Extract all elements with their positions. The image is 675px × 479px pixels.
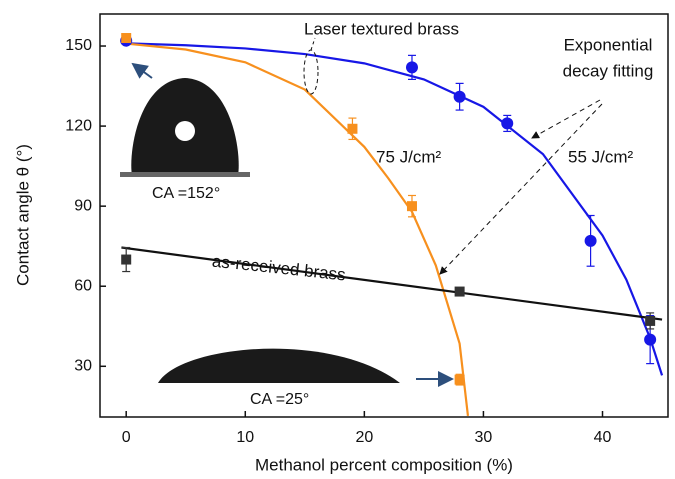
series-label: 75 J/cm² — [376, 147, 442, 166]
x-tick-label: 0 — [122, 429, 131, 446]
point — [501, 117, 514, 130]
y-tick-label: 120 — [65, 117, 92, 134]
fit-line — [126, 42, 664, 376]
y-tick-label: 90 — [74, 197, 92, 214]
annotation: CA =25° — [250, 391, 309, 408]
x-tick-label: 20 — [355, 429, 373, 446]
x-tick-label: 40 — [594, 429, 612, 446]
point — [121, 33, 132, 44]
series-label: as-received brass — [211, 252, 346, 285]
point — [644, 333, 657, 346]
point — [584, 234, 597, 247]
droplet-image — [158, 348, 400, 383]
point — [347, 123, 358, 134]
x-tick-label: 10 — [236, 429, 254, 446]
y-tick-label: 30 — [74, 358, 92, 375]
point — [405, 61, 418, 74]
point — [406, 201, 417, 212]
arrow — [131, 62, 153, 79]
point — [453, 90, 466, 103]
droplet-image — [120, 78, 250, 177]
point — [454, 286, 465, 297]
leader — [310, 37, 316, 51]
annotation: CA =152° — [152, 185, 220, 202]
point — [454, 374, 465, 385]
arrow — [531, 99, 601, 139]
point — [645, 315, 656, 326]
y-tick-label: 150 — [65, 37, 92, 54]
series-label: 55 J/cm² — [568, 147, 634, 166]
fit-line — [126, 42, 470, 417]
x-tick-label: 30 — [475, 429, 493, 446]
x-axis-label: Methanol percent composition (%) — [255, 455, 513, 474]
y-tick-label: 60 — [74, 277, 92, 294]
annotation: Exponential — [564, 35, 653, 54]
fit-line — [121, 246, 663, 321]
plot-frame — [99, 13, 669, 418]
point — [121, 254, 132, 265]
annotation: Laser textured brass — [304, 19, 459, 38]
annotation: decay fitting — [563, 61, 654, 80]
y-axis-label: Contact angle θ (°) — [13, 144, 32, 286]
arrow — [439, 103, 603, 275]
